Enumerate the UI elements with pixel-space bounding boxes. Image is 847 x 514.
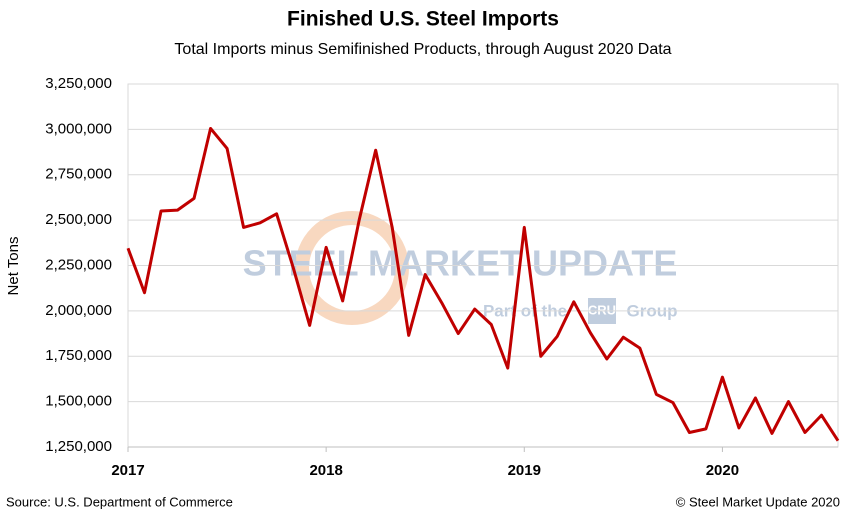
y-tick-label: 2,500,000 [45,211,112,228]
chart-subtitle: Total Imports minus Semifinished Product… [174,41,671,58]
credit-note: © Steel Market Update 2020 [676,494,840,509]
x-tick-label: 2017 [111,462,144,479]
chart-title: Finished U.S. Steel Imports [287,8,559,31]
x-tick-label: 2018 [309,462,342,479]
y-tick-label: 1,750,000 [45,347,112,364]
y-tick-label: 1,500,000 [45,393,112,410]
x-tick-label: 2020 [706,462,739,479]
x-tick-label: 2019 [508,462,541,479]
y-axis-label: Net Tons [5,237,22,296]
y-tick-label: 3,250,000 [45,75,112,92]
watermark-brand: STEEL MARKET UPDATE [243,243,678,284]
y-tick-label: 1,250,000 [45,438,112,455]
y-tick-label: 2,250,000 [45,256,112,273]
data-line [126,126,840,442]
watermark: STEEL MARKET UPDATE Part of the CRU Grou… [243,211,678,325]
watermark-logo-text: CRU [588,302,616,317]
y-tick-label: 2,750,000 [45,166,112,183]
source-note: Source: U.S. Department of Commerce [6,494,233,509]
y-tick-label: 3,000,000 [45,120,112,137]
y-tick-label: 2,000,000 [45,302,112,319]
watermark-logo [295,211,409,325]
